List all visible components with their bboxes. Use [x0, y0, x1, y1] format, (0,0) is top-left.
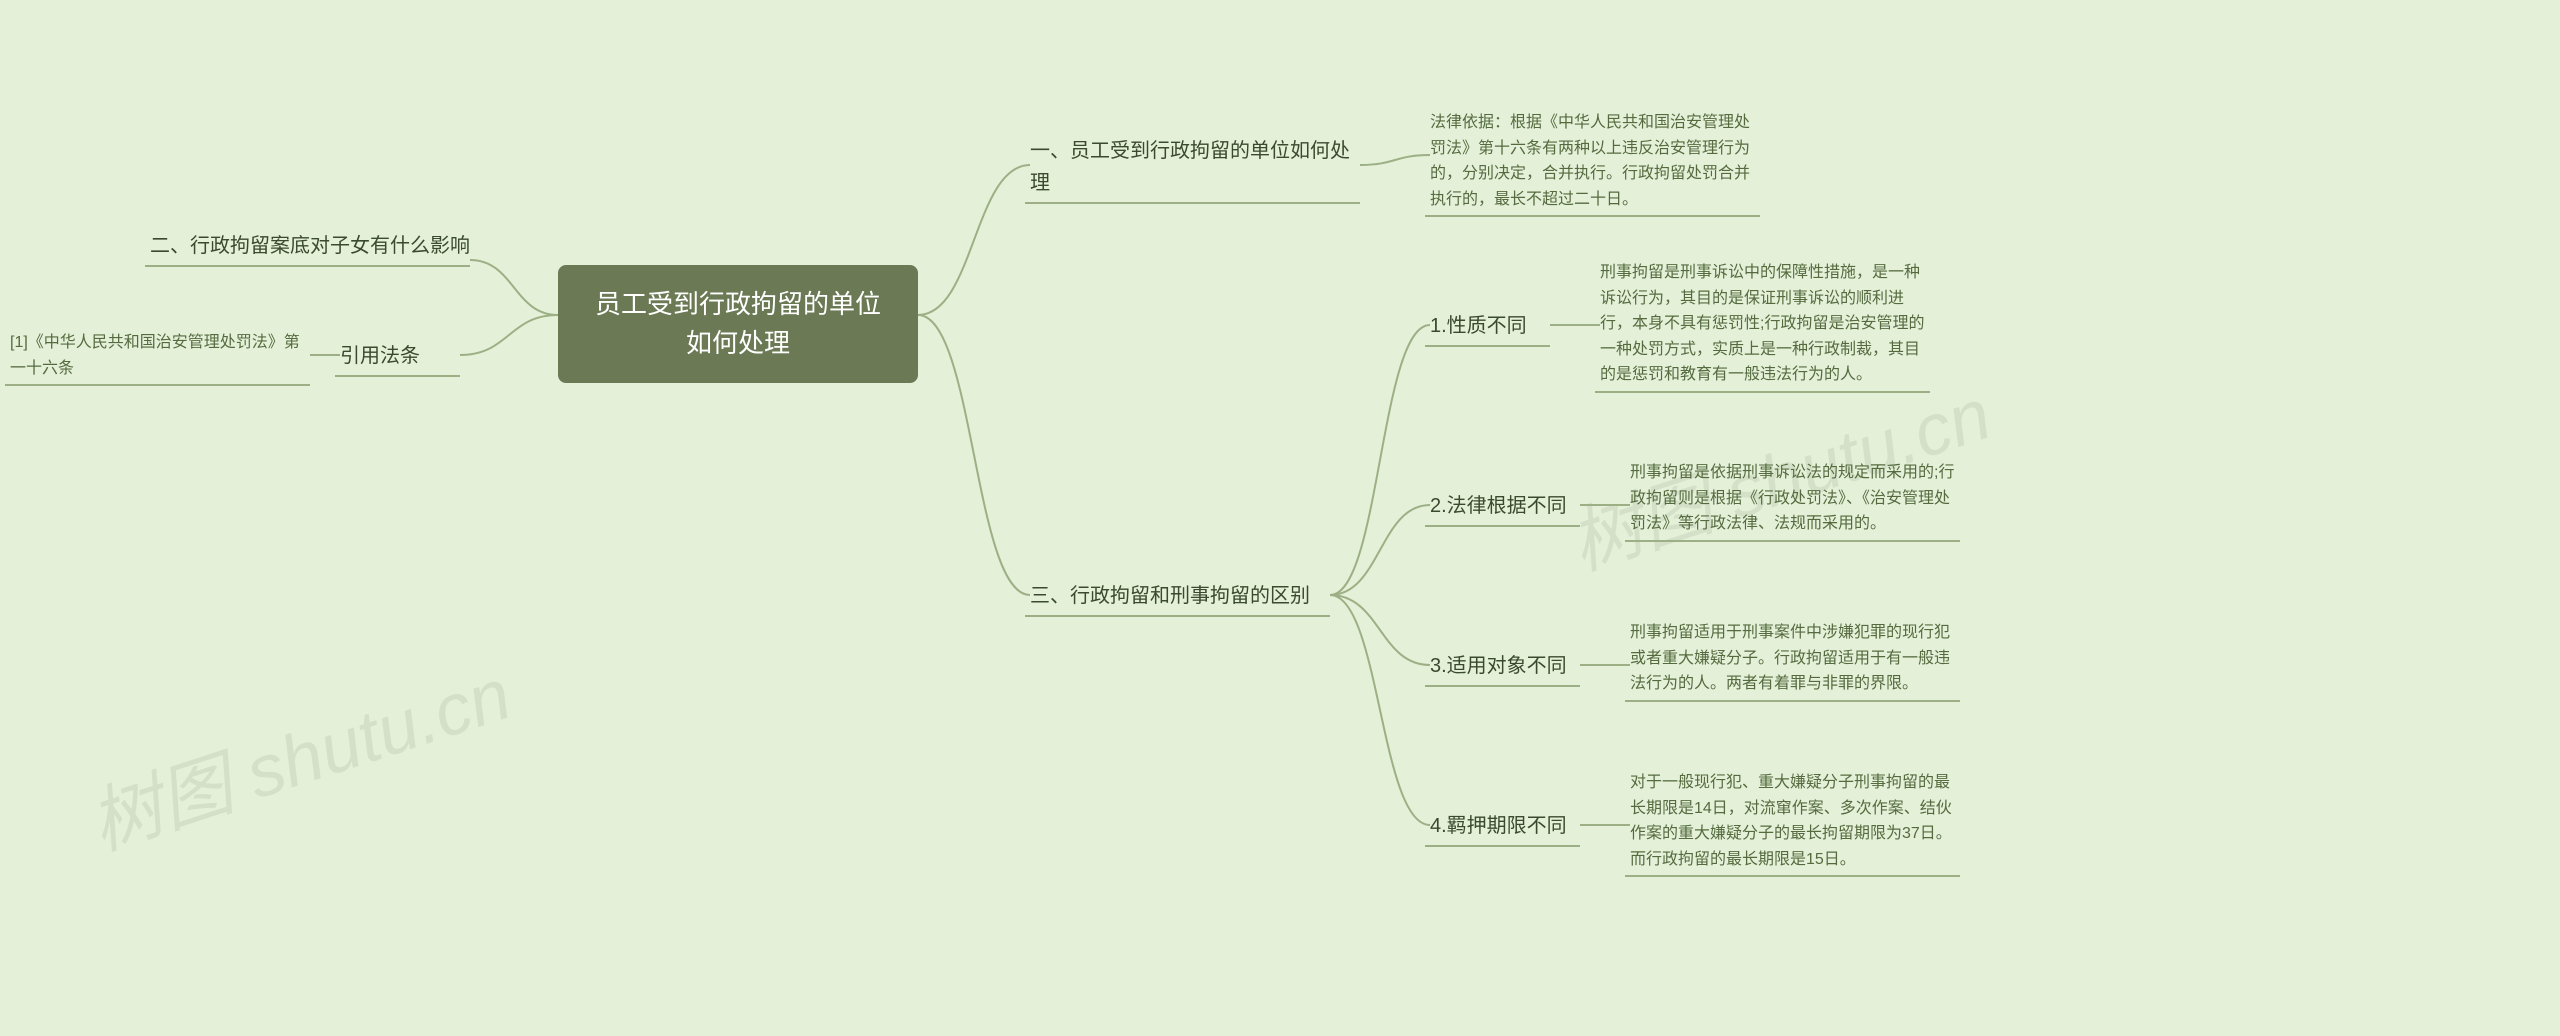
leaf-ref-citation: [1]《中华人民共和国治安管理处罚法》第一十六条 [10, 330, 310, 381]
diff-1-text: 刑事拘留是刑事诉讼中的保障性措施，是一种诉讼行为，其目的是保证刑事诉讼的顺利进行… [1600, 260, 1930, 388]
diff-3-text: 刑事拘留适用于刑事案件中涉嫌犯罪的现行犯或者重大嫌疑分子。行政拘留适用于有一般违… [1630, 620, 1960, 697]
diff-4-text: 对于一般现行犯、重大嫌疑分子刑事拘留的最长期限是14日，对流窜作案、多次作案、结… [1630, 770, 1960, 872]
diff-1-label: 1.性质不同 [1430, 310, 1550, 342]
branch-right-1: 一、员工受到行政拘留的单位如何处理 [1030, 135, 1360, 199]
watermark: 树图 shutu.cn [74, 635, 521, 870]
branch-right-3: 三、行政拘留和刑事拘留的区别 [1030, 580, 1330, 612]
branch-left-ref: 引用法条 [340, 340, 460, 372]
root-node: 员工受到行政拘留的单位 如何处理 [558, 265, 918, 383]
leaf-right-1: 法律依据：根据《中华人民共和国治安管理处罚法》第十六条有两种以上违反治安管理行为… [1430, 110, 1760, 212]
root-line-1: 员工受到行政拘留的单位 [590, 285, 886, 324]
root-line-2: 如何处理 [590, 324, 886, 363]
diff-2-label: 2.法律根据不同 [1430, 490, 1580, 522]
branch-left-2: 二、行政拘留案底对子女有什么影响 [150, 230, 470, 262]
diff-4-label: 4.羁押期限不同 [1430, 810, 1580, 842]
diff-3-label: 3.适用对象不同 [1430, 650, 1580, 682]
diff-2-text: 刑事拘留是依据刑事诉讼法的规定而采用的;行政拘留则是根据《行政处罚法》、《治安管… [1630, 460, 1960, 537]
